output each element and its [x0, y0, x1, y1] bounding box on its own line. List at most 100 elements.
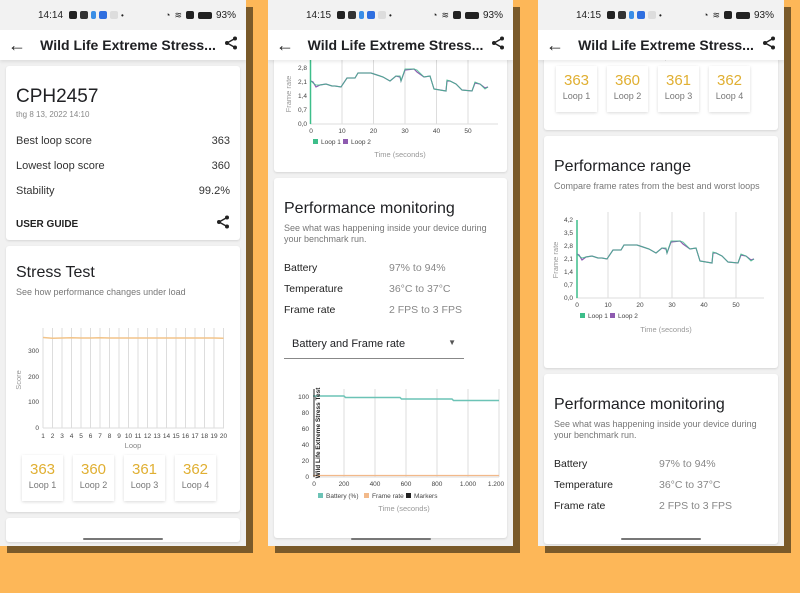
phone-screen-3: 14:15 • ◔ ≋ 93% ← Wild Life Extreme Stre… [538, 0, 784, 546]
svg-text:4: 4 [70, 433, 74, 440]
home-indicator[interactable] [621, 538, 701, 540]
svg-text:30: 30 [401, 128, 409, 135]
wifi-icon: ≋ [174, 9, 182, 20]
app-icon [367, 11, 376, 19]
svg-text:12: 12 [144, 433, 152, 440]
share-icon[interactable] [485, 36, 505, 55]
svg-text:0: 0 [309, 128, 313, 135]
frame-rate-value: 2 FPS to 3 FPS [389, 303, 462, 316]
svg-text:Frame rate: Frame rate [284, 76, 293, 113]
range-title: Performance range [554, 158, 691, 175]
svg-text:10: 10 [338, 128, 346, 135]
monitoring-title: Performance monitoring [554, 396, 725, 413]
svg-text:200: 200 [339, 481, 350, 488]
svg-text:Loop 2: Loop 2 [351, 139, 371, 146]
status-bar: 14:15 • ◔ ≋ 93% [268, 0, 513, 30]
app-icon [618, 11, 627, 19]
svg-text:1.000: 1.000 [460, 481, 477, 488]
battery-icon [464, 11, 479, 19]
svg-text:3: 3 [60, 433, 64, 440]
svg-text:8: 8 [108, 433, 112, 440]
svg-text:Time (seconds): Time (seconds) [374, 150, 426, 159]
home-indicator[interactable] [350, 538, 431, 540]
user-guide-row: USER GUIDE [16, 215, 230, 234]
system-icons: ◔ ≋ 93% [432, 10, 503, 21]
temperature-value: 36°C to 37°C [389, 282, 451, 295]
share-icon[interactable] [216, 215, 230, 234]
loop-score-card[interactable]: 362 Loop 4 [175, 455, 216, 502]
loop-score-card[interactable]: 361 Loop 3 [124, 455, 165, 502]
loop-score-list[interactable]: 363 Loop 1 360 Loop 2 361 Loop 3 362 Loop 4 [550, 66, 772, 112]
svg-text:3,5: 3,5 [564, 230, 573, 237]
svg-text:1: 1 [41, 433, 45, 440]
loop-score-card[interactable]: 363 Loop 1 [22, 455, 63, 502]
svg-text:40: 40 [302, 442, 310, 449]
loop-score-list[interactable]: 363 Loop 1 360 Loop 2 361 Loop 3 362 Loop 4 [16, 455, 230, 502]
loop-score: 362 [716, 72, 743, 89]
svg-text:Score: Score [14, 370, 23, 390]
app-bar: ← Wild Life Extreme Stress... [268, 30, 513, 60]
svg-text:60: 60 [302, 426, 310, 433]
svg-text:Wild Life Extreme Stress Test: Wild Life Extreme Stress Test [315, 386, 322, 478]
battery-value: 97% to 94% [659, 457, 716, 470]
battery-level: 93% [482, 9, 503, 21]
loop-score-card[interactable]: 361 Loop 3 [658, 66, 699, 112]
share-icon[interactable] [756, 36, 776, 55]
back-arrow-icon[interactable]: ← [546, 34, 564, 55]
gear-icon [607, 11, 616, 19]
svg-text:80: 80 [302, 410, 310, 417]
temperature-label: Temperature [554, 478, 613, 491]
loop-score: 360 [614, 72, 641, 89]
device-name: CPH2457 [16, 86, 99, 107]
svg-text:0: 0 [312, 481, 316, 488]
loop-score-card[interactable]: 360 Loop 2 [607, 66, 648, 112]
loop-score: 362 [182, 461, 209, 479]
performance-range-chart: 0,0 0,7 1,4 2,1 2,8 3,5 4,2 Frame rate 0 10 20 30… [551, 212, 764, 334]
page-title: Wild Life Extreme Stress... [578, 37, 754, 53]
best-loop-label: Best loop score [16, 135, 92, 147]
scroll-content[interactable]: 0,0 0,7 1,4 2,1 2,8 Frame rate 0 10 20 30 40 50 L… [268, 60, 513, 546]
svg-text:2,1: 2,1 [298, 79, 307, 86]
loop-score-card[interactable]: 360 Loop 2 [73, 455, 114, 502]
scroll-content[interactable]: CPH2457 thg 8 13, 2022 14:10 Best loop s… [0, 60, 246, 546]
svg-text:Battery (%): Battery (%) [326, 493, 359, 500]
monitoring-desc: See what was happening inside your devic… [554, 419, 757, 441]
wifi-icon: ≋ [712, 9, 720, 20]
best-loop-value: 363 [211, 135, 230, 147]
svg-text:1.200: 1.200 [488, 481, 504, 488]
svg-text:20: 20 [220, 433, 228, 440]
monitoring-title: Performance monitoring [284, 200, 455, 217]
status-time: 14:15 [306, 9, 332, 21]
loop-label: Loop 4 [715, 91, 744, 101]
more-dot-icon: • [121, 10, 124, 20]
svg-text:18: 18 [201, 433, 209, 440]
battery-row: Battery 97% to 94% [554, 458, 768, 470]
battery-icon [197, 11, 212, 19]
svg-text:2,1: 2,1 [564, 256, 573, 263]
svg-text:800: 800 [432, 481, 443, 488]
loop-score-card[interactable]: 363 Loop 1 [556, 66, 597, 112]
svg-text:14: 14 [163, 433, 171, 440]
stress-test-card: Stress Test See how performance changes … [6, 246, 240, 512]
svg-text:0: 0 [305, 474, 309, 481]
svg-text:Markers: Markers [414, 493, 438, 500]
back-arrow-icon[interactable]: ← [8, 34, 26, 55]
performance-range-card: Performance range Compare frame rates fr… [544, 136, 778, 368]
app-icon [348, 11, 357, 19]
scroll-content[interactable]: Loop 363 Loop 1 360 Loop 2 361 Loop 3 362 Lo… [538, 60, 784, 546]
share-icon[interactable] [218, 36, 238, 55]
back-arrow-icon[interactable]: ← [276, 34, 294, 55]
monitoring-desc: See what was happening inside your devic… [284, 223, 487, 245]
svg-text:300: 300 [28, 348, 39, 355]
user-guide-link[interactable]: USER GUIDE [16, 219, 79, 230]
svg-text:1,4: 1,4 [298, 93, 307, 100]
stability-row: Stability 99.2% [16, 185, 230, 197]
loop-score-card[interactable]: 362 Loop 4 [709, 66, 750, 112]
svg-text:11: 11 [135, 433, 142, 440]
loop-score: 363 [563, 72, 590, 89]
svg-text:Frame rate: Frame rate [372, 493, 404, 500]
frame-rate-label: Frame rate [284, 303, 336, 316]
page-title: Wild Life Extreme Stress... [307, 37, 484, 53]
chart-type-dropdown[interactable]: Battery and Frame rate ▼ [284, 338, 464, 359]
home-indicator[interactable] [83, 538, 163, 540]
